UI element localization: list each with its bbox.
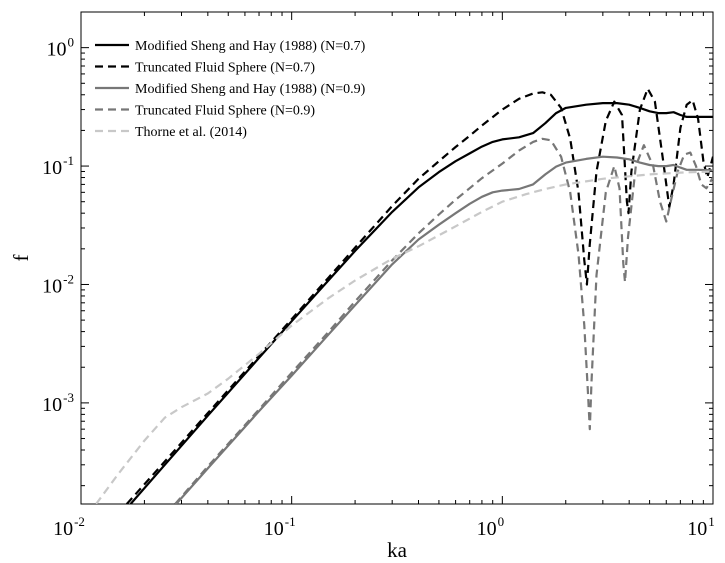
legend-label: Modified Sheng and Hay (1988) (N=0.9) <box>135 82 366 97</box>
series-line-1 <box>129 102 713 504</box>
plot-area-frame <box>80 11 714 505</box>
axis-ticks <box>80 11 714 504</box>
y-tick-label: 10-3 <box>42 390 74 416</box>
plot-area <box>80 11 714 505</box>
legend-label: Thorne et al. (2014) <box>135 125 247 140</box>
series-layer <box>95 87 713 504</box>
legend-label: Truncated Fluid Sphere (N=0.9) <box>135 104 315 119</box>
y-tick-label: 10-1 <box>42 153 74 179</box>
series-line-2 <box>125 87 713 504</box>
x-axis-label: ka <box>387 538 408 562</box>
x-tick-label: 10-2 <box>53 514 85 540</box>
legend-label: Modified Sheng and Hay (1988) (N=0.7) <box>135 39 366 54</box>
series-line-5 <box>95 170 713 504</box>
legend-label: Truncated Fluid Sphere (N=0.7) <box>135 61 315 76</box>
legend: Modified Sheng and Hay (1988) (N=0.7) Tru… <box>95 39 366 140</box>
y-tick-label: 10-2 <box>42 271 74 297</box>
x-tick-label: 10-1 <box>264 514 296 540</box>
x-axis-tick-labels: 10-2 10-1 100 101 <box>53 514 715 540</box>
series-line-4 <box>174 137 713 504</box>
y-axis-tick-labels: 10-3 10-2 10-1 100 <box>42 35 74 416</box>
y-axis-label: f <box>9 255 33 262</box>
series-line-3 <box>175 155 713 504</box>
x-tick-label: 100 <box>477 514 505 540</box>
y-tick-label: 100 <box>47 35 75 61</box>
x-tick-label: 101 <box>687 514 715 540</box>
